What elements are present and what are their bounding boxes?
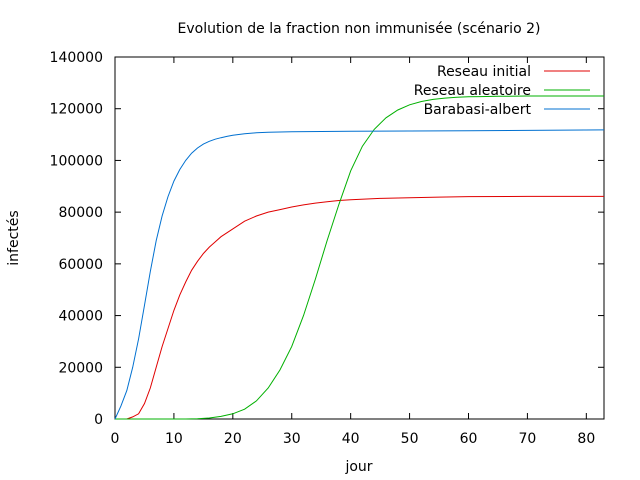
y-tick-label: 100000 (50, 153, 103, 169)
y-tick-label: 60000 (58, 257, 103, 273)
plot-area (114, 56, 605, 420)
x-tick-label: 10 (165, 431, 183, 447)
y-tick-label: 140000 (50, 50, 103, 66)
x-tick-label: 20 (224, 431, 242, 447)
y-tick-label: 120000 (50, 102, 103, 118)
legend-label-barabasi-albert: Barabasi-albert (424, 102, 532, 118)
y-axis-label: infectés (6, 210, 22, 265)
plot-frame (114, 56, 605, 420)
legend: Reseau initial Reseau aleatoire Barabasi-a… (414, 64, 590, 118)
series-line-reseau-initial (115, 195, 604, 420)
y-tick-label: 40000 (58, 309, 103, 325)
legend-label-reseau-aleatoire: Reseau aleatoire (414, 83, 531, 99)
y-tick-label: 20000 (58, 360, 103, 376)
x-tick-label: 30 (283, 431, 301, 447)
series-lines (114, 95, 605, 420)
x-tick-label: 0 (111, 431, 120, 447)
legend-label-reseau-initial: Reseau initial (437, 64, 531, 80)
x-tick-label: 70 (518, 431, 536, 447)
series-line-reseau-aleatoire (115, 95, 604, 420)
x-tick-label: 60 (460, 431, 478, 447)
y-tick-label: 80000 (58, 205, 103, 221)
series-line-barabasi-albert (114, 129, 605, 420)
x-tick-label: 40 (342, 431, 360, 447)
x-axis-label: jour (344, 459, 372, 475)
x-tick-label: 80 (577, 431, 595, 447)
y-tick-label: 0 (94, 412, 103, 428)
y-axis-tick-labels: 0 20000 40000 60000 80000 100000 120000 140000 (50, 50, 103, 428)
chart-title: Evolution de la fraction non immunisée (… (178, 21, 541, 37)
x-axis-tick-labels: 0 10 20 30 40 50 60 70 80 (111, 431, 596, 447)
x-tick-label: 50 (401, 431, 419, 447)
